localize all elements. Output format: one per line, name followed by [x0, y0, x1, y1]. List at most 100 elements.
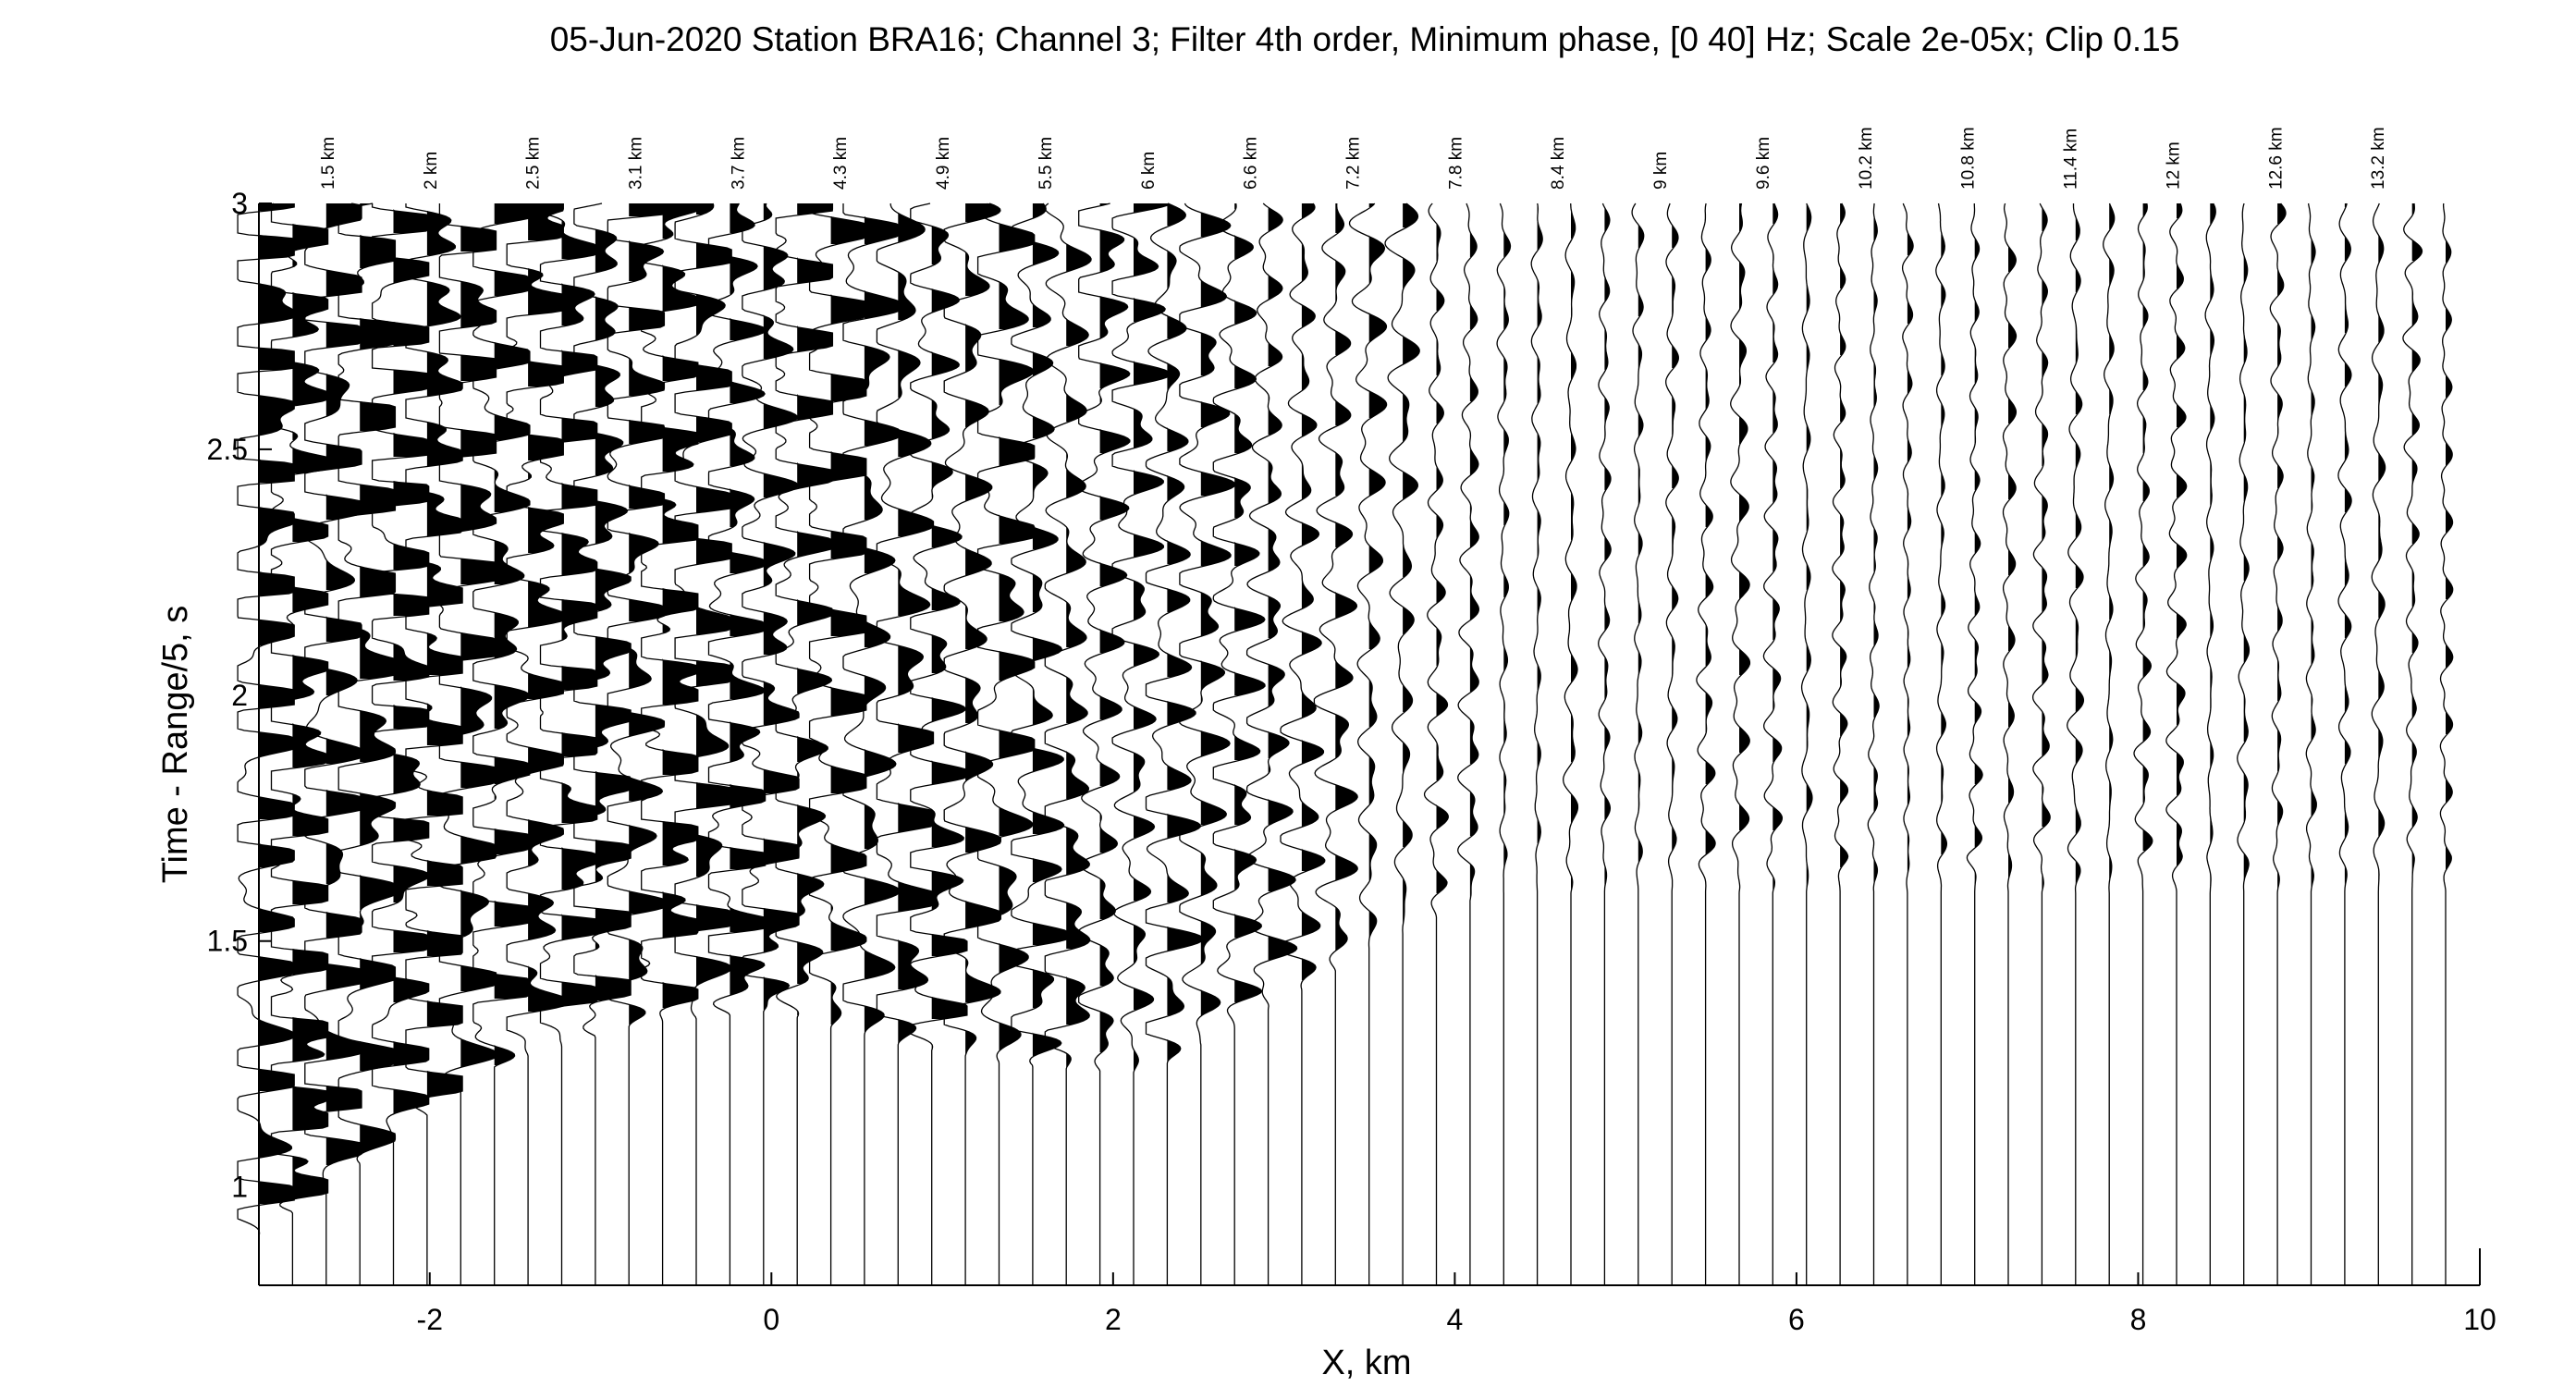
trace-fill: [1873, 203, 1880, 882]
trace-fill: [730, 203, 766, 995]
trace-wiggle: [1665, 203, 1679, 1285]
trace-fill: [561, 220, 597, 1006]
range-label: 5.5 km: [1037, 137, 1056, 190]
trace-wiggle: [1280, 203, 1326, 1285]
trace-wiggle: [472, 203, 531, 1285]
trace-fill: [1638, 224, 1644, 862]
trace-wiggle: [1631, 203, 1645, 1285]
range-label: 8.4 km: [1549, 137, 1568, 190]
trace-wiggle: [2067, 203, 2085, 1285]
trace-fill: [1773, 203, 1783, 890]
trace-fill: [898, 213, 934, 1043]
trace-fill: [864, 216, 901, 1032]
range-label: 6.6 km: [1242, 137, 1261, 190]
y-axis-label: Time - Range/5, s: [156, 606, 195, 884]
range-label: 11.4 km: [2062, 129, 2081, 190]
trace-wiggle: [1044, 203, 1092, 1285]
trace-fill: [999, 222, 1035, 1050]
trace-fill: [1134, 203, 1170, 1071]
trace-fill: [259, 203, 295, 1234]
range-label: 4.9 km: [934, 137, 953, 190]
trace-wiggle: [910, 203, 968, 1285]
trace-fill: [1672, 224, 1679, 884]
range-label: 7.2 km: [1344, 137, 1364, 190]
x-tick-label: 10: [2463, 1303, 2496, 1336]
trace-fill: [2344, 203, 2352, 886]
x-tick-label: 6: [1788, 1303, 1805, 1336]
x-tick-label: -2: [417, 1303, 443, 1336]
trace-fill: [1604, 207, 1612, 886]
trace-fill: [2411, 203, 2423, 878]
trace-wiggle: [1563, 203, 1579, 1285]
trace-wiggle: [2237, 203, 2251, 1285]
trace-fill: [2243, 255, 2250, 880]
trace-wiggle: [742, 203, 800, 1285]
trace-fill: [2042, 207, 2051, 890]
trace-fill: [1537, 203, 1543, 843]
trace-wiggle: [1832, 203, 1849, 1285]
trace-fill: [595, 203, 632, 1000]
range-label: 4.3 km: [831, 137, 851, 190]
trace-fill: [1301, 203, 1325, 980]
range-label: 2.5 km: [524, 137, 544, 190]
trace-fill: [1234, 203, 1266, 1002]
trace-fill: [1436, 224, 1449, 893]
trace-fill: [2075, 216, 2084, 884]
trace-wiggle: [2103, 203, 2116, 1285]
trace-fill: [1099, 203, 1130, 1052]
trace-fill: [1167, 203, 1203, 1062]
trace-fill: [2311, 239, 2317, 888]
trace-fill: [965, 203, 1001, 1054]
seismic-traces: [237, 203, 2454, 1285]
trace-fill: [1840, 203, 1848, 867]
y-tick-label: 3: [231, 187, 248, 220]
range-label: 6 km: [1139, 152, 1159, 190]
trace-fill: [1705, 203, 1716, 854]
trace-wiggle: [1179, 203, 1236, 1285]
range-label: 10.2 km: [1857, 127, 1876, 190]
trace-wiggle: [2002, 203, 2018, 1285]
trace-wiggle: [2439, 203, 2454, 1285]
y-tick-label: 1: [231, 1171, 248, 1204]
trace-fill: [292, 224, 328, 1198]
range-label: 10.8 km: [1959, 127, 1979, 190]
trace-fill: [2008, 246, 2017, 878]
trace-fill: [1032, 203, 1069, 1056]
trace-fill: [629, 203, 665, 1025]
trace-fill: [2378, 203, 2386, 880]
y-tick-label: 2: [231, 679, 248, 712]
range-label: 1.5 km: [319, 137, 338, 190]
trace-wiggle: [943, 203, 1001, 1285]
y-tick-label: 1.5: [207, 925, 248, 958]
trace-wiggle: [2305, 203, 2317, 1285]
trace-fill: [360, 203, 396, 1154]
trace-wiggle: [641, 203, 699, 1285]
trace-fill: [1907, 231, 1914, 873]
trace-wiggle: [1011, 203, 1069, 1285]
trace-fill: [528, 203, 564, 1012]
trace-wiggle: [1348, 203, 1388, 1285]
trace-fill: [1469, 231, 1479, 899]
trace-fill: [1403, 203, 1420, 923]
trace-wiggle: [1145, 203, 1204, 1285]
trace-fill: [1368, 203, 1387, 938]
trace-fill: [1268, 207, 1297, 1006]
trace-fill: [763, 203, 799, 1010]
trace-wiggle: [1966, 203, 1983, 1285]
x-tick-label: 2: [1105, 1303, 1122, 1336]
trace-fill: [2109, 203, 2115, 878]
trace-wiggle: [1935, 203, 1948, 1285]
trace-fill: [2142, 203, 2153, 851]
trace-fill: [393, 209, 429, 1113]
trace-fill: [2210, 203, 2216, 886]
x-tick-label: 8: [2130, 1303, 2147, 1336]
chart-title: 05-Jun-2020 Station BRA16; Channel 3; Fi…: [550, 20, 2180, 58]
x-tick-label: 4: [1446, 1303, 1463, 1336]
range-label: 9 km: [1651, 152, 1671, 190]
y-ticks: 1 1.5 2 2.5 3: [207, 187, 272, 1204]
trace-wiggle: [2133, 203, 2153, 1285]
range-label: 13.2 km: [2369, 127, 2388, 190]
trace-fill: [1200, 213, 1235, 1015]
